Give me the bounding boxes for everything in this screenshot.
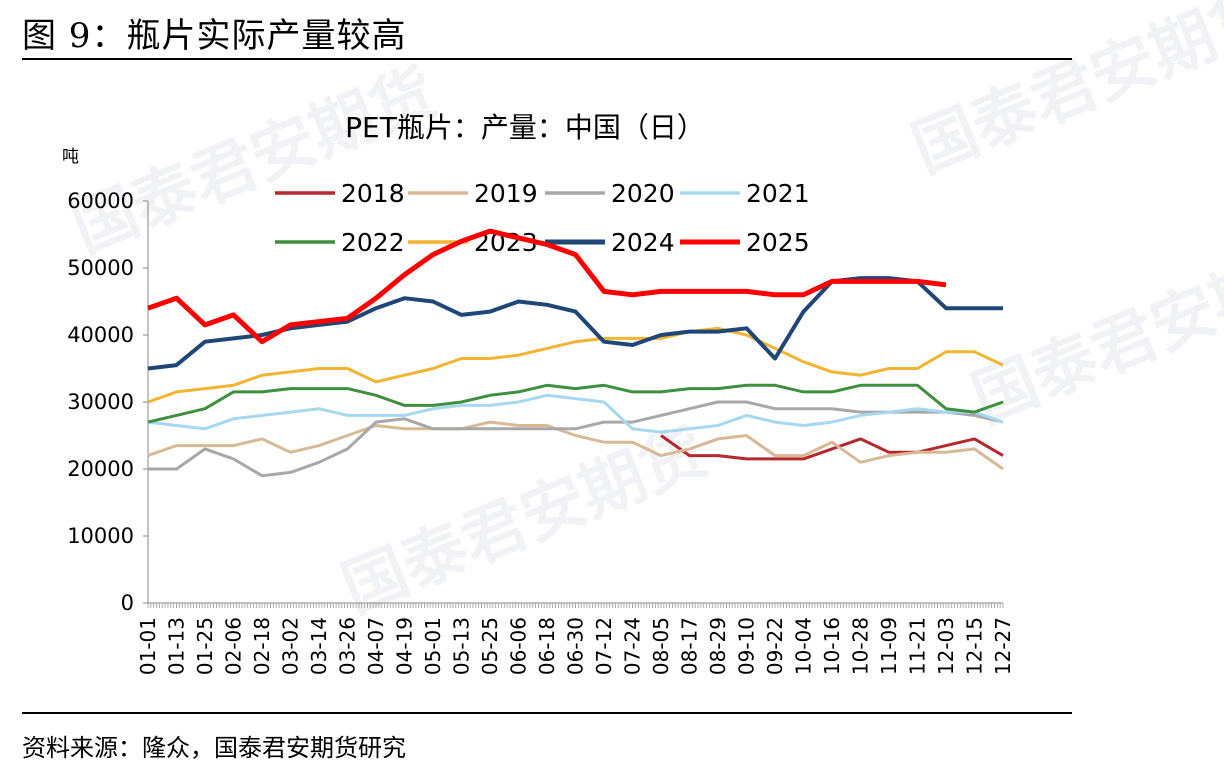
x-tick-label: 01-13 (165, 617, 189, 675)
legend-label-2020: 2020 (611, 179, 675, 208)
x-tick-label: 02-18 (250, 617, 274, 675)
x-tick-label: 01-25 (193, 617, 217, 675)
legend-label-2024: 2024 (611, 228, 675, 257)
series-line-2022 (147, 383, 1004, 424)
x-tick-label: 03-14 (307, 617, 331, 675)
series-line-2019 (147, 420, 1004, 471)
x-tick-label: 10-04 (792, 617, 816, 675)
legend-label-2018: 2018 (341, 179, 405, 208)
x-tick-label: 08-29 (706, 617, 730, 675)
series-line-2025 (147, 228, 947, 345)
x-tick-label: 03-02 (279, 617, 303, 675)
x-tick-label: 12-03 (934, 617, 958, 675)
x-tick-label: 09-22 (763, 617, 787, 675)
y-tick-label: 0 (121, 591, 134, 615)
x-tick-label: 10-28 (849, 617, 873, 675)
x-tick-label: 11-09 (877, 617, 901, 675)
x-tick-label: 05-01 (421, 617, 445, 675)
y-tick-label: 60000 (67, 189, 134, 213)
x-tick-label: 01-01 (136, 617, 160, 675)
x-tick-label: 06-18 (535, 617, 559, 675)
series-line-2024 (147, 276, 1003, 371)
legend-label-2022: 2022 (341, 228, 405, 257)
series-line-2023 (147, 326, 1004, 404)
legend-label-2019: 2019 (474, 179, 538, 208)
y-tick-label: 30000 (67, 390, 134, 414)
y-axis-unit-label: 吨 (62, 147, 79, 167)
x-tick-label: 12-15 (963, 617, 987, 675)
bottom-divider (22, 712, 1072, 714)
figure-title: 图 9：瓶片实际产量较高 (22, 16, 407, 56)
x-tick-label: 07-24 (621, 617, 645, 675)
y-tick-label: 40000 (67, 323, 134, 347)
x-tick-label: 10-16 (820, 617, 844, 675)
y-tick-label: 50000 (67, 256, 134, 280)
x-tick-label: 08-17 (678, 617, 702, 675)
series-line-2018 (660, 434, 1004, 461)
series-line-2021 (147, 393, 1004, 434)
series-line-2020 (148, 400, 1004, 478)
x-tick-label: 02-06 (222, 617, 246, 675)
source-note: 资料来源：隆众，国泰君安期货研究 (22, 734, 406, 762)
legend-label-2025: 2025 (746, 228, 810, 257)
x-tick-label: 11-21 (906, 617, 930, 675)
x-tick-label: 07-12 (592, 617, 616, 675)
x-tick-label: 05-13 (450, 617, 474, 675)
top-divider (22, 58, 1072, 60)
x-tick-label: 12-27 (991, 617, 1015, 675)
x-tick-label: 04-19 (393, 617, 417, 675)
axes: 0 10000 20000 30000 40000 50000 60000 01-01 01-1… (67, 189, 1015, 675)
x-tick-label: 09-10 (735, 617, 759, 675)
x-tick-label: 06-30 (564, 617, 588, 675)
x-tick-label: 03-26 (336, 617, 360, 675)
x-tick-label: 04-07 (364, 617, 388, 675)
x-tick-label: 08-05 (649, 617, 673, 675)
y-tick-label: 10000 (67, 524, 134, 548)
chart-title: PET瓶片：产量：中国（日） (345, 111, 705, 144)
y-tick-label: 20000 (67, 457, 134, 481)
x-tick-label: 05-25 (478, 617, 502, 675)
legend-label-2021: 2021 (746, 179, 810, 208)
series-lines (147, 228, 1004, 478)
x-tick-label: 06-06 (507, 617, 531, 675)
